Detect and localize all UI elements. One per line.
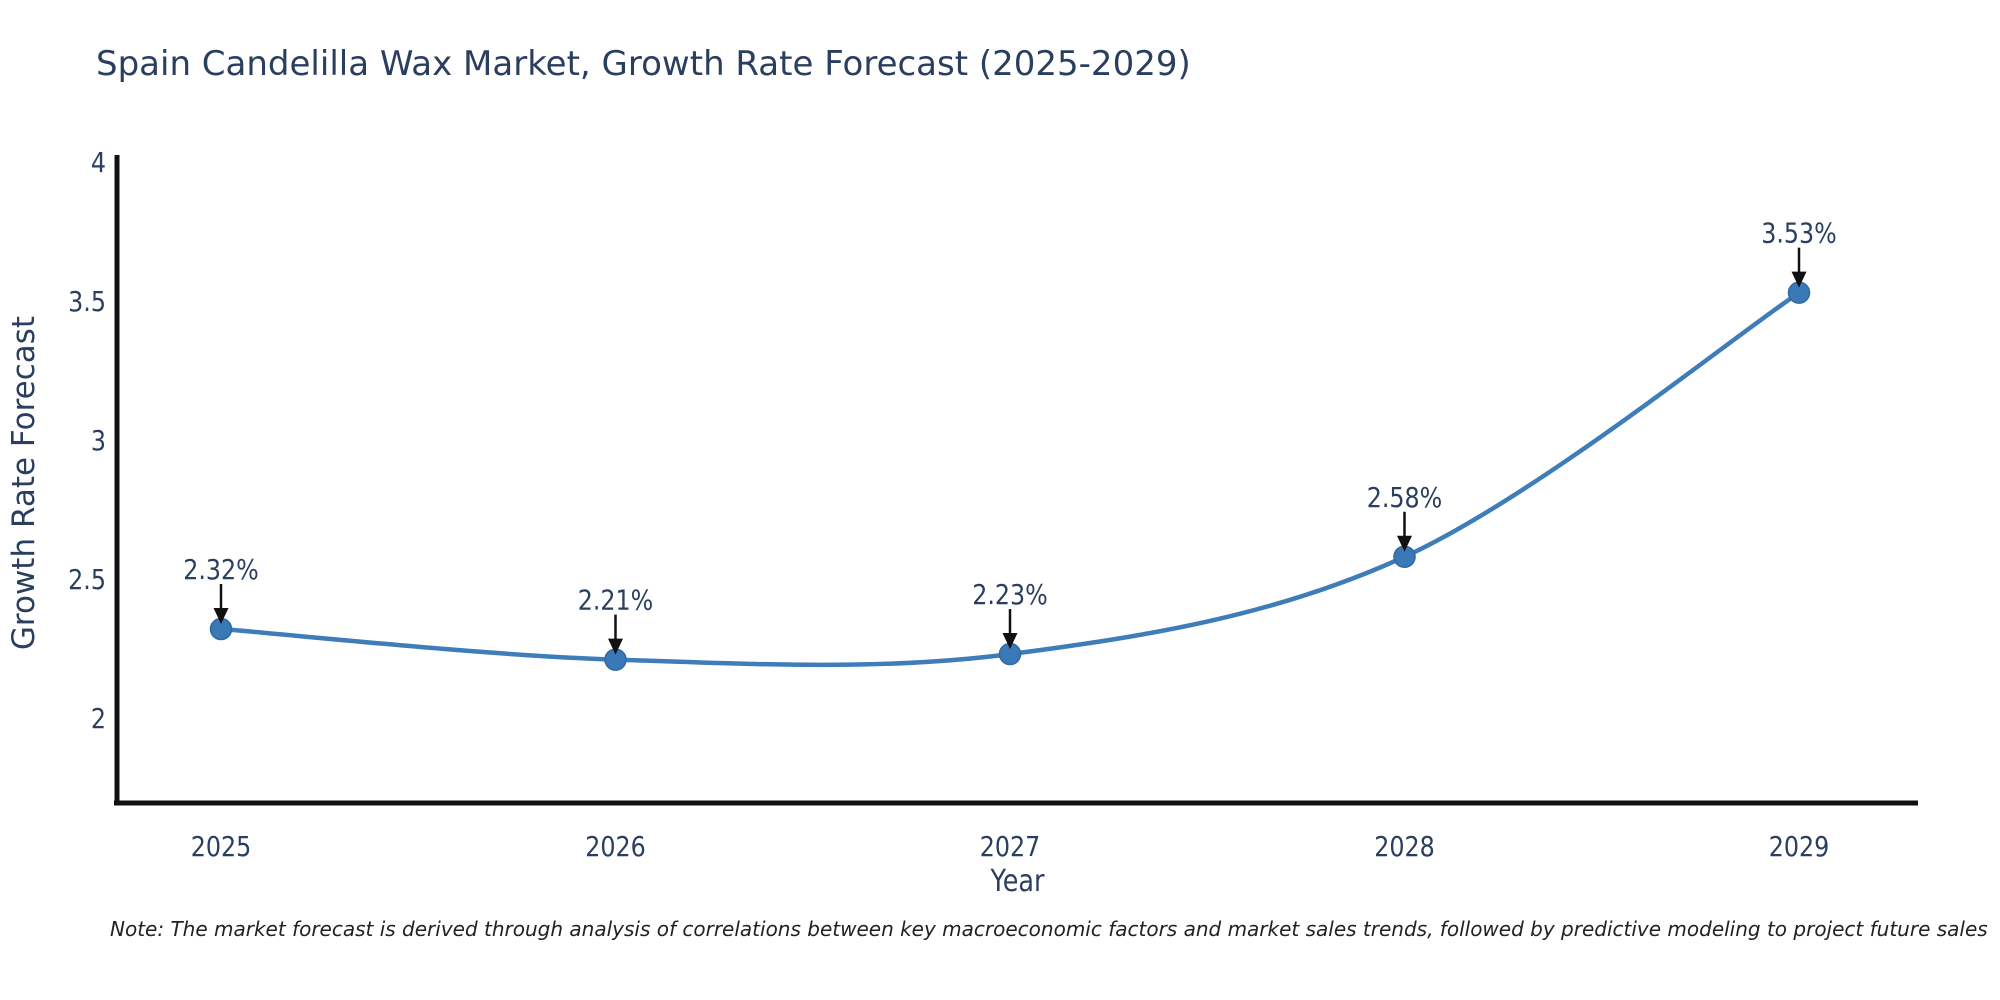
x-tick-label: 2029 [1769,831,1830,863]
x-axis-title: Year [990,863,1045,899]
chart-title: Spain Candelilla Wax Market, Growth Rate… [96,44,1191,84]
x-tick-label: 2026 [585,831,646,863]
y-tick-label: 2.5 [68,564,106,596]
annotation-arrowhead-icon [1791,271,1807,288]
annotation-label: 2.58% [1367,482,1443,514]
annotation-label: 3.53% [1761,218,1837,250]
x-tick-label: 2028 [1374,831,1435,863]
x-tick-label: 2025 [191,831,252,863]
footnote: Note: The market forecast is derived thr… [110,917,1988,941]
y-tick-label: 4 [91,147,106,179]
annotation-arrowhead-icon [608,638,623,655]
annotation-label: 2.32% [183,554,259,586]
annotation-label: 2.21% [578,585,654,617]
y-tick-label: 2 [91,703,106,735]
y-tick-label: 3 [91,425,106,457]
annotation-label: 2.23% [972,579,1048,611]
x-tick-label: 2027 [980,831,1041,863]
y-tick-label: 3.5 [68,286,106,318]
annotation-arrowhead-icon [213,608,229,625]
annotation-arrowhead-icon [1397,535,1412,552]
y-axis-title: Growth Rate Forecast [6,316,42,650]
annotation-arrowhead-icon [1002,633,1018,650]
